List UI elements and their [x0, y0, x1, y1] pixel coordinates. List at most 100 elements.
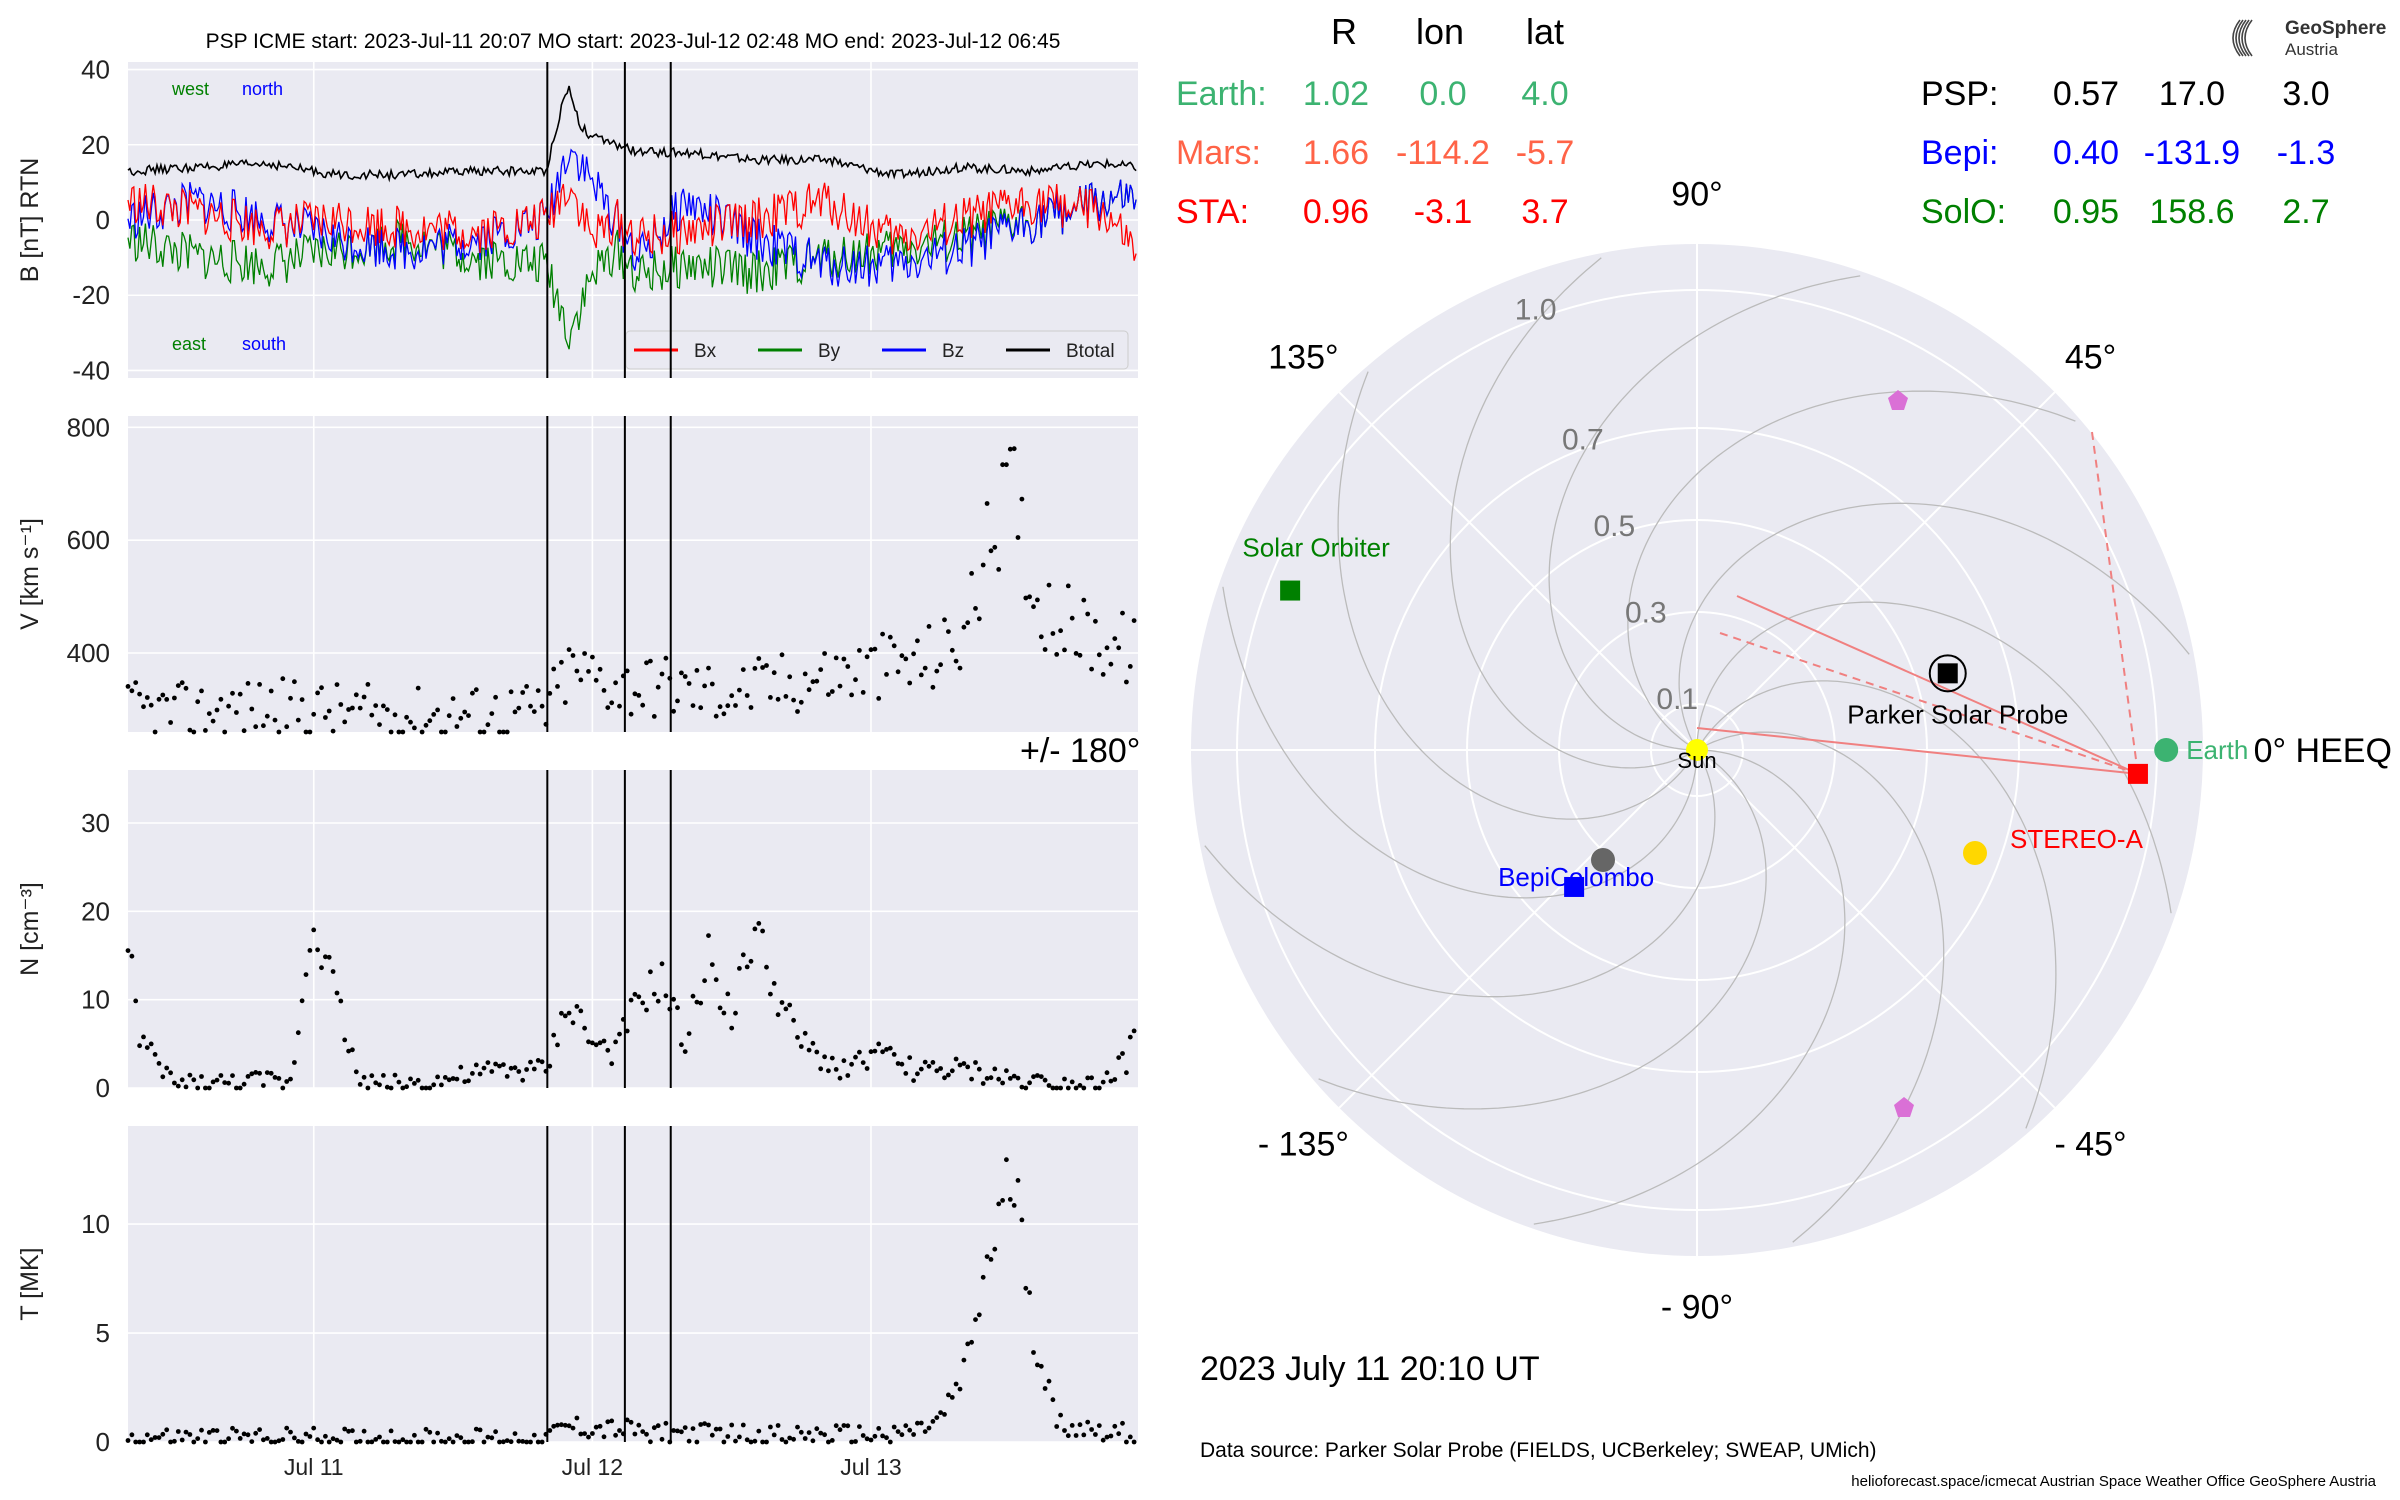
data-point [144, 695, 150, 700]
data-point [508, 689, 514, 695]
table-row-name: Earth: [1176, 75, 1267, 113]
parker-spiral-line [1449, 257, 1690, 769]
data-point [1050, 631, 1056, 636]
data-point [1116, 1055, 1122, 1060]
data-point [419, 729, 425, 735]
data-point [338, 702, 344, 707]
data-point [303, 972, 309, 977]
table-cell-lon: 0.0 [1419, 75, 1466, 113]
data-point [551, 666, 557, 672]
data-point [152, 729, 158, 735]
data-point [988, 548, 994, 554]
data-point [609, 700, 615, 706]
data-point [911, 1432, 916, 1437]
y-tick-label: 20 [81, 896, 110, 926]
data-point [605, 705, 611, 710]
data-point [717, 1426, 723, 1432]
data-point [1042, 1077, 1048, 1083]
data-point [1093, 1085, 1098, 1091]
logo-swirl-icon [2232, 19, 2253, 57]
data-point [706, 1422, 711, 1428]
data-point [969, 1076, 974, 1082]
data-point [539, 703, 545, 709]
table-cell-lon: -131.9 [2144, 134, 2240, 172]
data-point [330, 1436, 336, 1442]
data-point [737, 966, 742, 971]
data-point [1038, 634, 1044, 640]
data-point [566, 1010, 572, 1016]
data-point [195, 1085, 201, 1091]
data-point [415, 685, 421, 691]
data-point [926, 624, 932, 629]
data-point [694, 668, 700, 673]
legend-box [625, 330, 1129, 370]
series-line-by [127, 179, 1137, 350]
data-point [531, 1066, 537, 1072]
data-point [141, 704, 146, 710]
data-point [466, 1439, 471, 1445]
data-point [164, 1427, 170, 1433]
data-point [624, 1028, 630, 1034]
data-point [230, 1425, 235, 1431]
data-point [976, 1066, 982, 1072]
data-point [760, 928, 765, 934]
data-point [547, 691, 553, 696]
data-point [1027, 1290, 1032, 1295]
data-point [702, 978, 707, 984]
data-point [350, 705, 355, 711]
logo-swirl-stroke [2232, 19, 2241, 57]
data-point [829, 1055, 835, 1061]
data-point [1058, 1412, 1063, 1418]
data-point [303, 1431, 309, 1437]
data-point [590, 1431, 595, 1436]
data-point [725, 1434, 731, 1439]
legend-label-bz: Bz [942, 341, 964, 362]
data-point [976, 616, 982, 622]
data-point [671, 708, 676, 714]
data-point [768, 991, 773, 997]
data-point [992, 1066, 998, 1072]
data-point [853, 1054, 858, 1060]
data-point [1120, 1420, 1125, 1426]
y-tick-label: 400 [67, 638, 110, 668]
data-point [903, 1071, 909, 1076]
data-point [272, 1075, 278, 1080]
angular-gridline [1696, 391, 2056, 751]
object-label: BepiColombo [1498, 862, 1654, 892]
data-point [709, 962, 715, 967]
parker-spiral-line [1533, 749, 1846, 1225]
data-point [690, 993, 696, 999]
data-point [973, 1060, 978, 1065]
parker-spiral-line [1318, 754, 1767, 1110]
data-point [369, 1073, 375, 1079]
data-point [996, 1201, 1002, 1207]
data-point [357, 705, 363, 711]
data-point [783, 1439, 789, 1445]
data-point [261, 1437, 266, 1443]
data-point [938, 1410, 943, 1415]
data-point [915, 1071, 920, 1077]
data-point [876, 696, 882, 701]
data-point [860, 1433, 866, 1438]
data-point [965, 1341, 971, 1347]
data-point [949, 1068, 955, 1074]
cme-line [1696, 727, 2139, 775]
data-point [752, 1438, 758, 1444]
data-point [206, 1085, 212, 1091]
data-point [949, 647, 955, 653]
data-point [675, 698, 680, 704]
data-point [141, 1439, 146, 1445]
data-point [640, 702, 646, 708]
data-point [288, 1076, 293, 1082]
data-point [934, 1415, 940, 1420]
data-point [744, 964, 750, 970]
data-point [636, 994, 642, 1000]
data-point [802, 1436, 808, 1441]
table-cell-lat: 2.7 [2282, 193, 2329, 231]
parker-spiral-line [1548, 275, 1861, 751]
data-point [226, 1436, 232, 1442]
object-marker [2154, 738, 2179, 762]
data-point [984, 501, 990, 506]
